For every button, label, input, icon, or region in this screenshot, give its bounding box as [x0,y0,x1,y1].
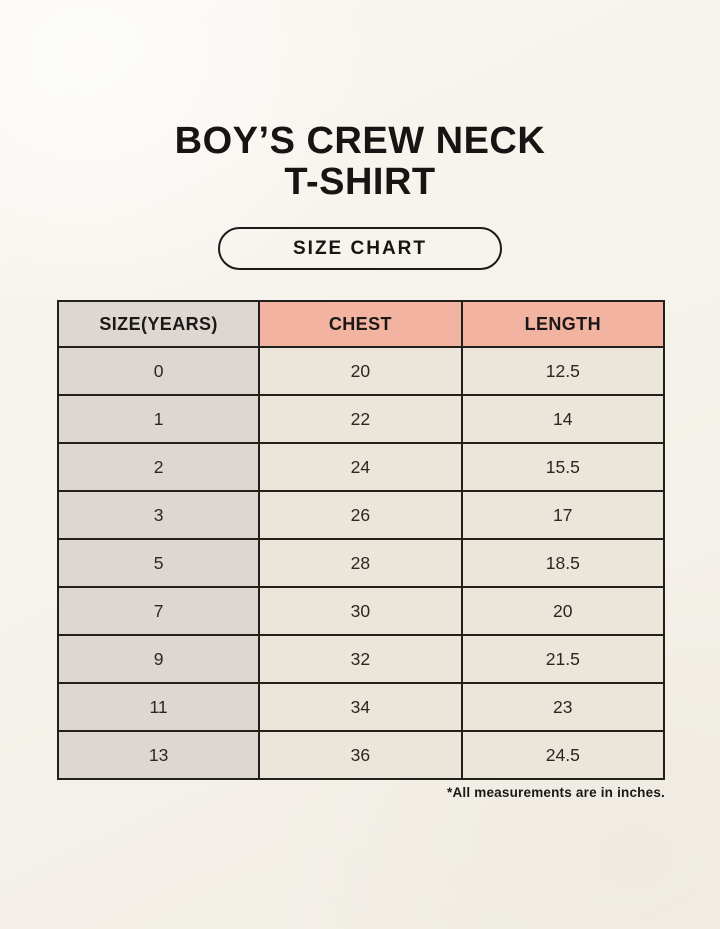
chest-cell: 26 [258,490,463,540]
length-cell: 14 [460,394,666,444]
size-chart-badge-label: SIZE CHART [293,237,427,259]
size-cell: 9 [56,634,261,684]
table-row: 1 22 14 [56,394,666,444]
size-cell: 11 [56,682,261,732]
chest-cell: 20 [258,346,463,396]
chest-cell: 36 [258,730,463,780]
table-header-row: SIZE(YEARS) CHEST LENGTH [56,300,666,348]
table-row: 0 20 12.5 [56,346,666,396]
size-cell: 7 [56,586,261,636]
size-chart-badge: SIZE CHART [218,227,502,270]
size-cell: 5 [56,538,261,588]
size-cell: 2 [56,442,261,492]
length-cell: 20 [460,586,666,636]
table-row: 3 26 17 [56,490,666,540]
size-cell: 0 [56,346,261,396]
chest-cell: 24 [258,442,463,492]
length-cell: 15.5 [460,442,666,492]
chest-cell: 22 [258,394,463,444]
table-row: 9 32 21.5 [56,634,666,684]
page-title-line2: T-SHIRT [284,161,436,203]
chest-cell: 30 [258,586,463,636]
chest-cell: 34 [258,682,463,732]
header-chest: CHEST [258,300,463,348]
length-cell: 12.5 [460,346,666,396]
size-cell: 1 [56,394,261,444]
chest-cell: 28 [258,538,463,588]
table-row: 7 30 20 [56,586,666,636]
size-cell: 13 [56,730,261,780]
size-cell: 3 [56,490,261,540]
length-cell: 21.5 [460,634,666,684]
header-size-years: SIZE(YEARS) [56,300,261,348]
measurements-footnote: *All measurements are in inches. [447,785,665,800]
table-row: 2 24 15.5 [56,442,666,492]
chest-cell: 32 [258,634,463,684]
length-cell: 24.5 [460,730,666,780]
header-length: LENGTH [460,300,666,348]
length-cell: 17 [460,490,666,540]
table-row: 13 36 24.5 [56,730,666,780]
page-title: BOY’S CREW NECK T-SHIRT [0,121,720,203]
length-cell: 23 [460,682,666,732]
length-cell: 18.5 [460,538,666,588]
table-row: 11 34 23 [56,682,666,732]
size-chart-table: SIZE(YEARS) CHEST LENGTH 0 20 12.5 1 22 … [56,300,666,780]
page-title-line1: BOY’S CREW NECK [174,120,546,162]
table-row: 5 28 18.5 [56,538,666,588]
